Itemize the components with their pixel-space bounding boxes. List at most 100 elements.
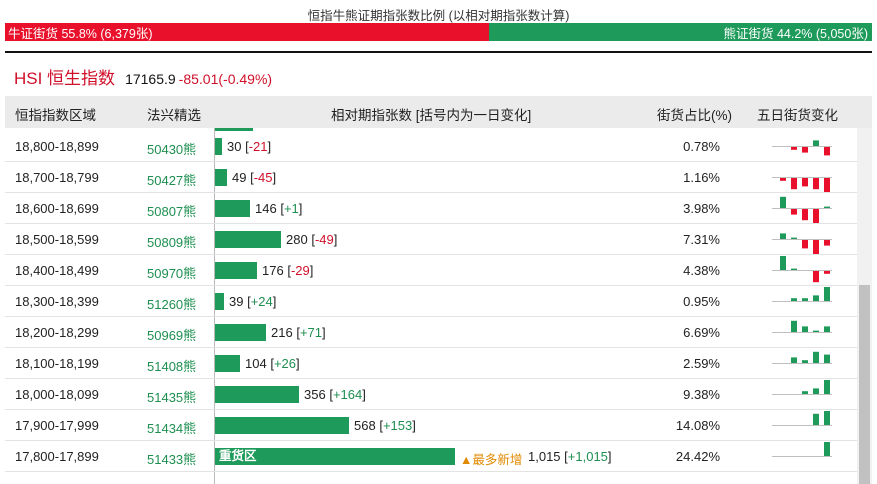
- table-row[interactable]: 18,000-18,099 51435熊 356 [+164] 9.38%: [5, 379, 857, 410]
- table-row[interactable]: 18,100-18,199 51408熊 104 [+26] 2.59%: [5, 348, 857, 379]
- sparkline-bar: [791, 147, 797, 150]
- ratio-title: 恒指牛熊证期指张数比例 (以相对期指张数计算): [307, 9, 570, 23]
- sparkline-bar: [813, 178, 819, 190]
- sparkline-bar: [791, 268, 797, 270]
- header-range: 恒指指数区域: [15, 108, 96, 123]
- sparkline-bar: [813, 140, 819, 146]
- five-day-sparkline: [772, 287, 832, 302]
- sparkline-bar: [802, 298, 808, 301]
- index-range: 18,600-18,699: [15, 201, 99, 216]
- sparkline-bar: [780, 233, 786, 239]
- five-day-sparkline: [772, 140, 832, 156]
- sparkline-bar: [824, 147, 830, 156]
- index-range: 17,800-17,899: [15, 449, 99, 464]
- scrollbar-thumb[interactable]: [859, 285, 870, 484]
- index-price: 17165.9: [125, 71, 176, 87]
- contracts-bar: [215, 386, 299, 403]
- sparkline-bar: [824, 178, 830, 192]
- contracts-count: 146: [255, 201, 277, 216]
- sparkline-bar: [824, 442, 830, 456]
- sparkline-bar: [802, 360, 808, 363]
- bear-label: 熊证街货 44.2% (5,050张): [723, 26, 868, 41]
- contracts-count: 280: [286, 232, 308, 247]
- sparkline-bar: [780, 256, 786, 270]
- sparkline-bar: [824, 411, 830, 425]
- sparkline-bar: [813, 271, 819, 283]
- contracts-value: 30 [-21]: [227, 139, 272, 154]
- daily-change: -49: [314, 232, 334, 247]
- contracts-count: 49: [232, 170, 247, 185]
- sparkline-bar: [824, 354, 830, 363]
- scrollbar[interactable]: [857, 128, 872, 484]
- sparkline-bar: [813, 351, 819, 363]
- contracts-value: 216 [+71]: [271, 325, 326, 340]
- contracts-bar: [215, 169, 227, 186]
- header-five-day: 五日街货变化: [757, 108, 838, 123]
- sparkline-bar: [791, 298, 797, 301]
- table-row[interactable]: 18,500-18,599 50809熊 280 [-49] 7.31%: [5, 224, 857, 255]
- contracts-bar: [215, 293, 224, 310]
- street-share: 24.42%: [675, 449, 720, 464]
- table-row[interactable]: 18,400-18,499 50970熊 176 [-29] 4.38%: [5, 255, 857, 286]
- divider: [5, 51, 872, 53]
- index-quote: HSI 恒生指数 17165.9 -85.01(-0.49%): [14, 64, 272, 89]
- table-row[interactable]: 17,800-17,899 51433熊 重货区 ▲最多新增 1,015 [+1,015…: [5, 441, 857, 472]
- contracts-value: 49 [-45]: [232, 170, 277, 185]
- sparkline-bar: [824, 206, 830, 208]
- sparkline-bar: [791, 357, 797, 363]
- warrant-code-link[interactable]: 50427熊: [147, 173, 197, 188]
- warrant-code-link[interactable]: 50970熊: [147, 266, 197, 281]
- table-row[interactable]: 18,800-18,899 50430熊 30 [-21] 0.78%: [5, 131, 857, 162]
- header-pick: 法兴精选: [147, 108, 201, 123]
- table-row[interactable]: 18,700-18,799 50427熊 49 [-45] 1.16%: [5, 162, 857, 193]
- contracts-value: 176 [-29]: [262, 263, 314, 278]
- index-change: -85.01(-0.49%): [178, 71, 273, 87]
- contracts-bar: [215, 417, 349, 434]
- warrant-code-link[interactable]: 50430熊: [147, 142, 197, 157]
- five-day-sparkline: [772, 233, 832, 254]
- table-row[interactable]: 18,300-18,399 51260熊 39 [+24] 0.95%: [5, 286, 857, 317]
- index-range: 18,700-18,799: [15, 170, 99, 185]
- contracts-count: 30: [227, 139, 242, 154]
- table-body[interactable]: 18,800-18,899 50430熊 30 [-21] 0.78% 18,700-1…: [5, 128, 857, 484]
- warrant-code-link[interactable]: 51435熊: [147, 390, 197, 405]
- daily-change: +71: [299, 325, 322, 340]
- contracts-bar: [215, 448, 455, 465]
- sparkline-bar: [791, 237, 797, 239]
- contracts-count: 1,015: [528, 449, 561, 464]
- table-row[interactable]: 18,600-18,699 50807熊 146 [+1] 3.98%: [5, 193, 857, 224]
- sparkline-bar: [813, 330, 819, 332]
- table-row[interactable]: 18,200-18,299 50969熊 216 [+71] 6.69%: [5, 317, 857, 348]
- header-share: 街货占比(%): [657, 108, 732, 123]
- sparkline-bar: [824, 271, 830, 274]
- street-share: 7.31%: [683, 232, 720, 247]
- contracts-value: 568 [+153]: [354, 418, 416, 433]
- sparkline-bar: [813, 413, 819, 425]
- daily-change: +26: [273, 356, 296, 371]
- contracts-count: 216: [271, 325, 293, 340]
- warrant-code-link[interactable]: 51260熊: [147, 297, 197, 312]
- sparkline-bar: [791, 209, 797, 215]
- sparkline-bar: [813, 295, 819, 301]
- street-share: 14.08%: [675, 418, 720, 433]
- sparkline-bar: [824, 380, 830, 394]
- sparkline-bar: [802, 240, 808, 249]
- warrant-code-link[interactable]: 51433熊: [147, 452, 197, 467]
- contracts-value: 280 [-49]: [286, 232, 338, 247]
- street-share: 2.59%: [683, 356, 720, 371]
- warrant-code-link[interactable]: 50969熊: [147, 328, 197, 343]
- five-day-sparkline: [772, 411, 832, 426]
- daily-change: +1,015: [567, 449, 608, 464]
- warrant-code-link[interactable]: 51434熊: [147, 421, 197, 436]
- table-row[interactable]: 17,900-17,999 51434熊 568 [+153] 14.08%: [5, 410, 857, 441]
- five-day-sparkline: [772, 442, 832, 457]
- index-range: 18,300-18,399: [15, 294, 99, 309]
- sparkline-bar: [780, 178, 786, 181]
- warrant-code-link[interactable]: 50807熊: [147, 204, 197, 219]
- warrant-code-link[interactable]: 51408熊: [147, 359, 197, 374]
- contracts-count: 356: [304, 387, 326, 402]
- five-day-sparkline: [772, 320, 832, 333]
- sparkline-bar: [802, 326, 808, 332]
- warrant-code-link[interactable]: 50809熊: [147, 235, 197, 250]
- sparkline-bar: [780, 196, 786, 208]
